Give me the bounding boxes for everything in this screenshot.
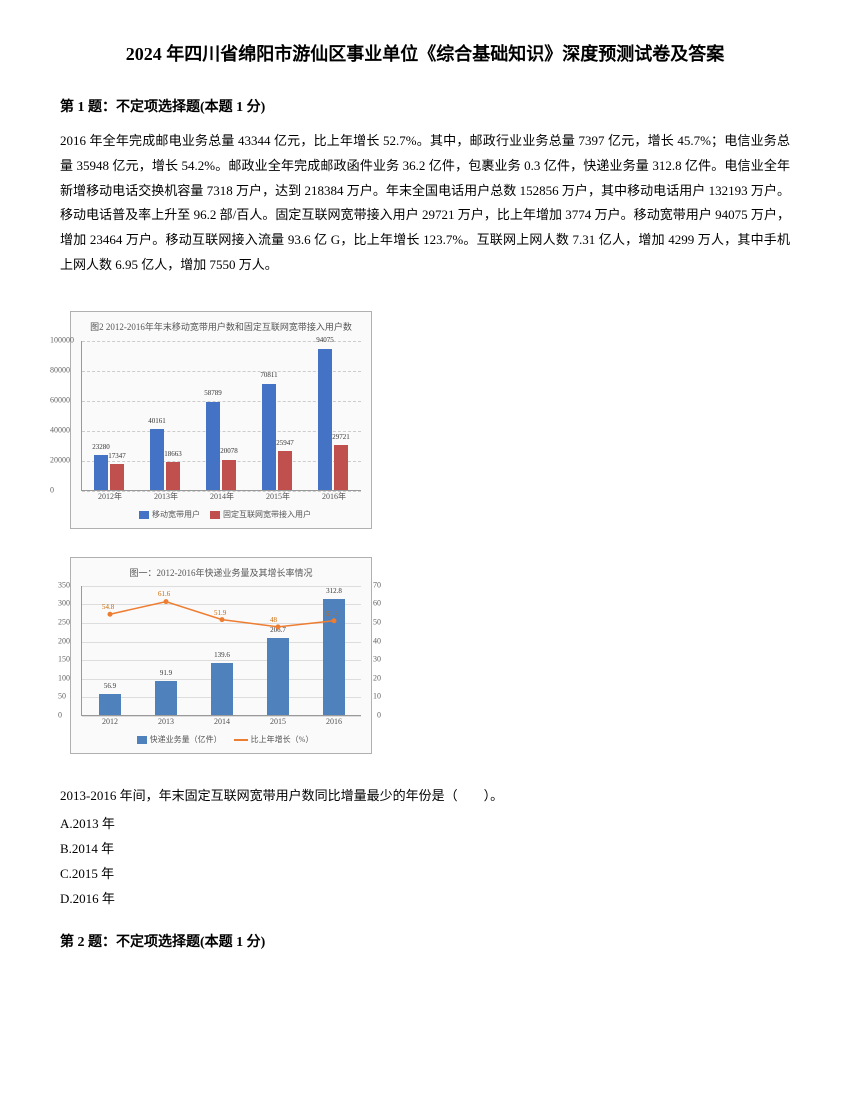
legend-label-line: 比上年增长（%）	[251, 735, 314, 744]
question-1-header: 第 1 题：不定项选择题(本题 1 分)	[60, 97, 790, 119]
legend-swatch-b	[210, 511, 220, 519]
legend-swatch-a	[139, 511, 149, 519]
chart-1-title: 图2 2012-2016年年末移动宽带用户数和固定互联网宽带接入用户数	[81, 320, 361, 334]
chart-1-legend: 移动宽带用户 固定互联网宽带接入用户	[81, 509, 361, 522]
chart-2-legend: 快递业务量（亿件） 比上年增长（%）	[81, 734, 361, 747]
option-d: D.2016 年	[60, 889, 790, 910]
chart-2-container: 图一：2012-2016年快递业务量及其增长率情况 05010015020025…	[70, 557, 372, 754]
option-c: C.2015 年	[60, 864, 790, 885]
chart-2-plot: 05010015020025030035001020304050607056.9…	[81, 586, 361, 716]
legend-label-bars: 快递业务量（亿件）	[150, 735, 222, 744]
chart-2-title: 图一：2012-2016年快递业务量及其增长率情况	[81, 566, 361, 580]
option-a: A.2013 年	[60, 814, 790, 835]
document-title: 2024 年四川省绵阳市游仙区事业单位《综合基础知识》深度预测试卷及答案	[60, 40, 790, 69]
chart-1-container: 图2 2012-2016年年末移动宽带用户数和固定互联网宽带接入用户数 0200…	[70, 311, 372, 528]
legend-label-b: 固定互联网宽带接入用户	[223, 510, 311, 519]
legend-label-a: 移动宽带用户	[152, 510, 200, 519]
chart-1-plot: 0200004000060000800001000002328017347201…	[81, 341, 361, 491]
question-1-text: 2013-2016 年间，年末固定互联网宽带用户数同比增量最少的年份是（ ）。	[60, 786, 790, 807]
question-2-header: 第 2 题：不定项选择题(本题 1 分)	[60, 932, 790, 954]
option-b: B.2014 年	[60, 839, 790, 860]
question-1-passage: 2016 年全年完成邮电业务总量 43344 亿元，比上年增长 52.7%。其中…	[60, 129, 790, 277]
legend-swatch-line	[234, 739, 248, 741]
legend-swatch-bars	[137, 736, 147, 744]
